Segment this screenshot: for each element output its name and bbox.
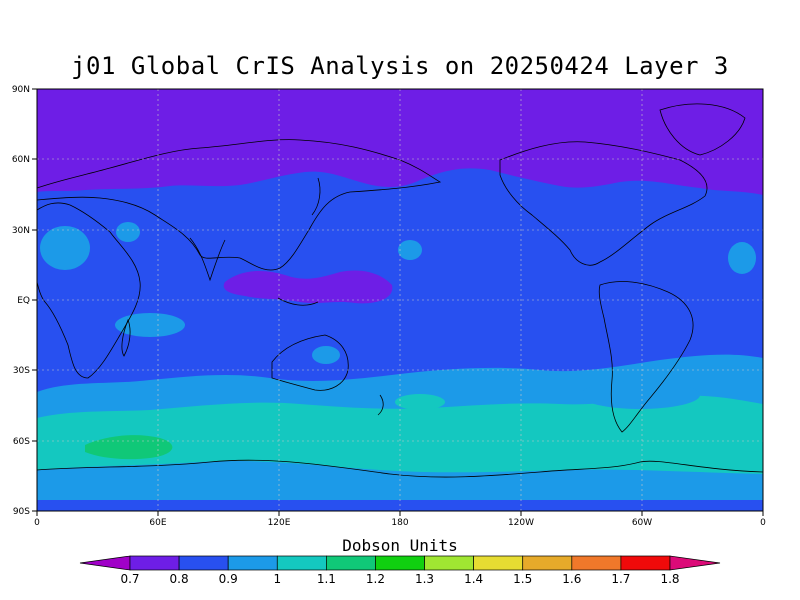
lat-label: 90N [12,85,30,95]
lon-label: 120W [508,518,534,528]
lat-label: 30N [12,226,30,236]
field-patch [116,222,140,242]
colorbar-level-label: 1 [273,572,281,586]
grid-lines [37,89,763,511]
colorbar-swatch [178,555,229,571]
lat-label: EQ [17,296,30,306]
lat-label: 90S [13,507,30,517]
map-title: j01 Global CrIS Analysis on 20250424 Lay… [71,52,729,80]
field-patch [395,394,445,410]
lon-labels: 0 60E 120E 180 120W 60W 0 [34,518,766,528]
lon-label: 60E [149,518,166,528]
colorbar-title: Dobson Units [342,536,458,555]
field-patch [40,226,90,270]
colorbar-swatch [276,555,327,571]
lat-label: 60S [13,437,30,447]
coastlines [37,103,763,478]
lat-label: 60N [12,155,30,165]
colorbar-level-label: 1.8 [660,572,679,586]
colorbar-swatch [522,555,573,571]
field-patch [728,242,756,274]
colorbar-swatch [375,555,425,571]
colorbar-swatch [326,555,376,571]
field-patch [312,346,340,364]
colorbar-end-high [669,555,721,571]
lat-label: 30S [13,366,30,376]
field-arctic [37,89,763,195]
colorbar-level-label: 1.7 [611,572,630,586]
lon-label: 0 [34,518,40,528]
field-patch [115,313,185,337]
colorbar-level-label: 1.3 [415,572,434,586]
colorbar-level-label: 1.2 [366,572,385,586]
field-patch [580,381,700,409]
colorbar-swatch [571,555,622,571]
lon-label: 180 [391,518,408,528]
colorbar-level-label: 1.1 [317,572,336,586]
field-patch [398,240,422,260]
colorbar-swatch [620,555,671,571]
field-peak [85,435,173,460]
lon-label: 60W [632,518,652,528]
colorbar-swatch [129,555,180,571]
colorbar-level-label: 0.9 [219,572,238,586]
colorbar-swatch [424,555,474,571]
colorbar-level-label: 1.5 [513,572,532,586]
tick-marks [32,88,764,516]
colorbar-swatch [227,555,278,571]
colorbar: 0.7 0.8 0.9 1 1.1 1.2 1.3 1.4 1.5 1.6 1.7 1.8 [79,555,721,586]
colorbar-swatch [473,555,524,571]
colorbar-level-label: 0.8 [170,572,189,586]
colorbar-level-label: 1.4 [464,572,483,586]
lon-label: 0 [760,518,766,528]
field-tropical-low [223,270,393,304]
colorbar-level-label: 1.6 [562,572,581,586]
colorbar-level-label: 0.7 [120,572,139,586]
lon-label: 120E [268,518,291,528]
colorbar-end-low [79,555,131,571]
lat-labels: 90N 60N 30N EQ 30S 60S 90S [12,85,30,517]
